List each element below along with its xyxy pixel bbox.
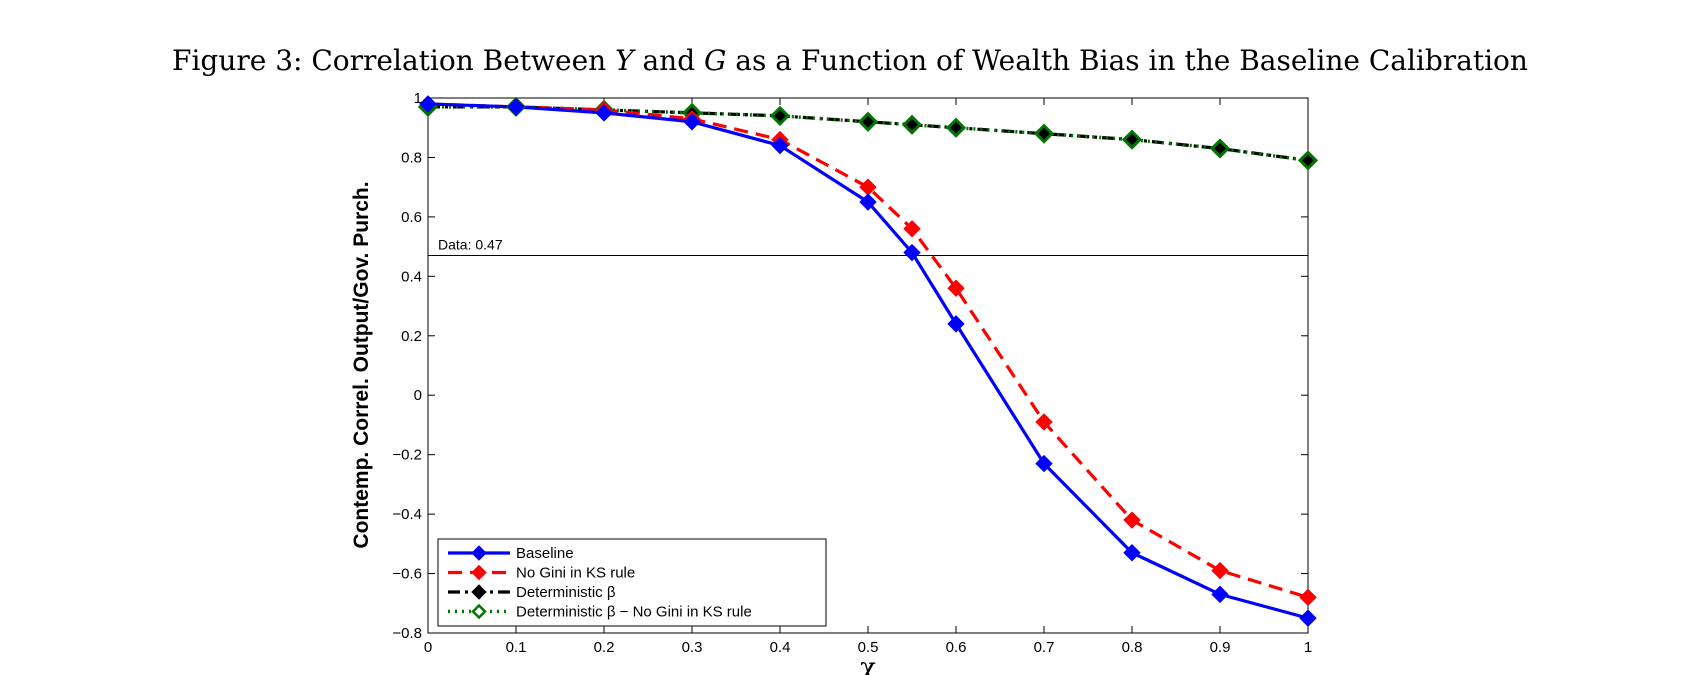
data-point-3 [1209,138,1231,159]
y-tick-label: 1 [414,90,422,107]
legend-marker [471,545,487,561]
data-point-3 [1033,123,1055,144]
data-point-0 [771,136,789,155]
data-point-0 [507,98,525,116]
x-tick-label: 0.6 [946,639,967,656]
data-point-0 [595,104,613,122]
x-tick-label: 1 [1304,639,1312,656]
x-tick-label: 0.3 [682,639,703,656]
data-point-1 [1123,511,1141,529]
data-point-0 [683,113,701,131]
y-tick-label: 0.6 [401,209,422,226]
x-tick-label: 0.2 [594,639,615,656]
x-tick-label: 0.7 [1034,639,1055,656]
reference-line-label: Data: 0.47 [438,237,503,253]
y-tick-label: −0.8 [392,625,422,642]
legend-label: Deterministic β [516,584,616,601]
data-point-1 [947,279,965,297]
data-point-0 [947,315,965,333]
y-axis-label: Contemp. Correl. Output/Gov. Purch. [350,181,373,548]
legend-marker [471,603,487,620]
data-point-1 [903,220,921,238]
data-point-0 [1211,585,1229,604]
x-tick-label: 0.8 [1122,639,1143,656]
title-var-y: Y [615,44,634,77]
data-point-1 [1299,588,1317,607]
title-var-g: G [704,44,727,77]
title-text-3: as a Function of Wealth Bias in the Base… [726,44,1528,77]
data-point-0 [903,243,921,262]
data-point-0 [1299,609,1317,627]
data-point-3 [857,111,879,132]
x-tick-label: 0 [424,639,432,656]
legend-label: Baseline [516,545,574,562]
data-point-0 [1123,544,1141,562]
legend-label: Deterministic β − No Gini in KS rule [516,604,752,621]
data-point-3 [1121,129,1143,150]
y-tick-label: 0.8 [401,149,422,166]
legend-marker [471,584,487,600]
legend-marker [471,564,487,581]
x-tick-label: 0.1 [506,639,527,656]
series-line-0 [427,102,1309,620]
data-point-1 [1035,413,1053,431]
y-tick-label: −0.2 [392,447,422,464]
y-tick-label: 0.2 [401,328,422,345]
data-point-0 [1035,454,1053,473]
y-tick-label: −0.6 [392,566,422,583]
data-point-0 [859,193,877,211]
data-point-0 [419,95,437,113]
y-tick-label: 0 [414,387,422,404]
x-tick-label: 0.9 [1210,639,1231,656]
x-tick-label: 0.5 [858,639,879,656]
title-text-2: and [633,44,705,77]
legend: Baseline No Gini in KS rule Deterministic … [437,538,827,627]
x-tick-label: 0.4 [770,639,791,656]
data-point-3 [769,105,791,126]
legend-label: No Gini in KS rule [516,565,635,582]
x-axis-label: χ [860,653,876,675]
figure-title: Figure 3: Correlation Between Y and G as… [0,44,1700,77]
y-tick-label: −0.4 [392,506,422,523]
data-point-3 [1297,150,1319,171]
data-point-3 [901,114,923,135]
series-line-1 [427,102,1309,599]
title-text-1: Figure 3: Correlation Between [172,44,616,77]
data-point-1 [1211,561,1229,580]
y-tick-label: 0.4 [401,268,422,285]
data-point-3 [945,117,967,138]
